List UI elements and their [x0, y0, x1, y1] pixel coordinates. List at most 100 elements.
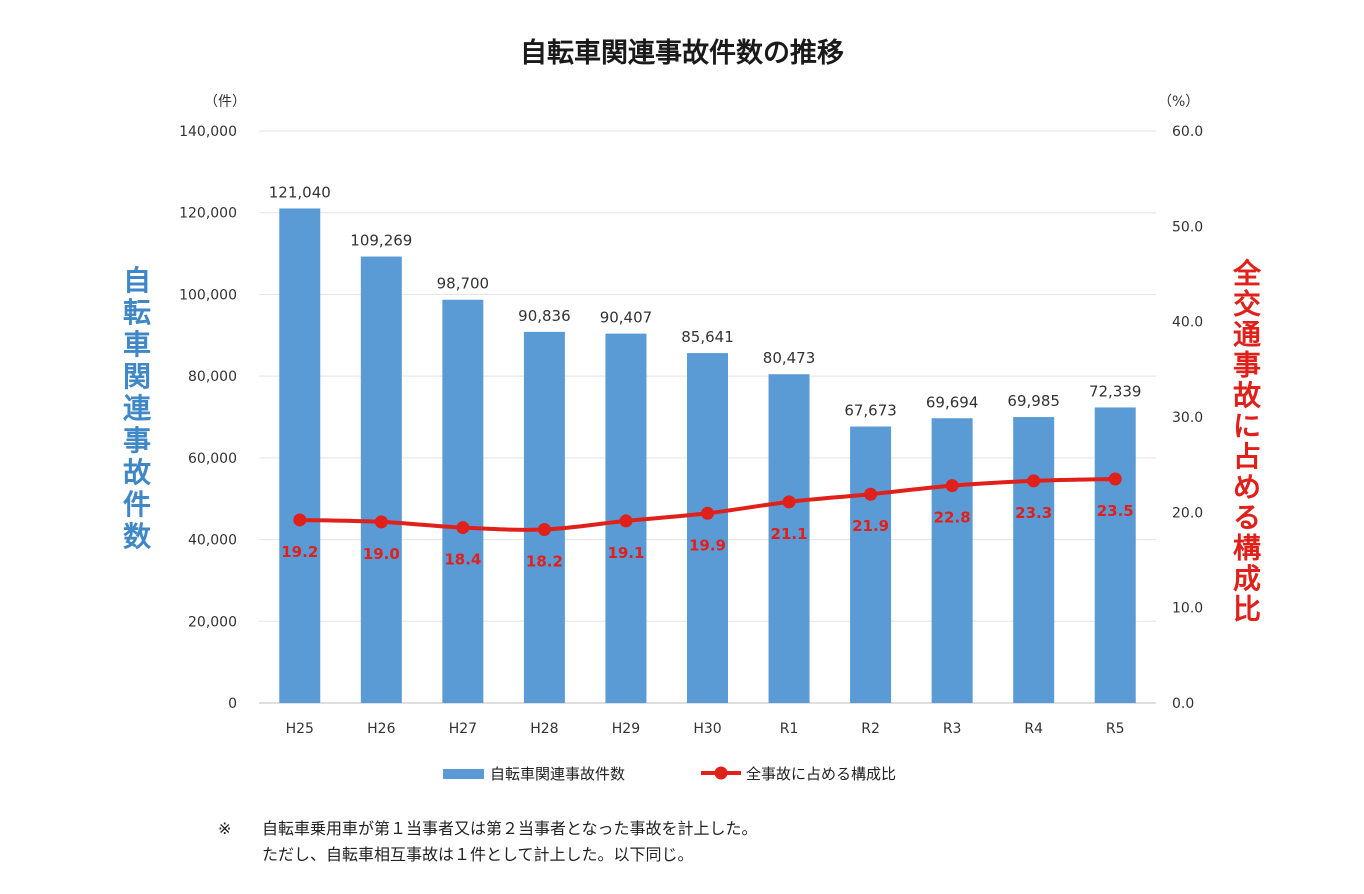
line-point: [782, 495, 796, 509]
y-left-title: 自転車関連事故件数: [123, 264, 152, 553]
line-point: [945, 479, 959, 493]
y-left-ticks: 0 20,000 40,000 60,000 80,000 100,000 120,000 1…: [179, 124, 237, 712]
bar: [523, 331, 565, 703]
x-tick: R1: [780, 721, 799, 737]
line-point: [374, 515, 388, 529]
line-labels: 19.2 19.0 18.4 18.2 19.1 19.9 21.1 21.9 22.8 23.3…: [281, 502, 1133, 571]
line-data-label: 23.3: [1015, 504, 1052, 522]
x-tick: H27: [449, 721, 477, 737]
line-data-label: 19.0: [363, 545, 400, 563]
line-data-label: 19.1: [607, 544, 644, 562]
bar: [850, 426, 892, 703]
legend: 自転車関連事故件数 全事故に占める構成比: [443, 765, 896, 783]
bar: [279, 208, 321, 703]
line-series: [293, 472, 1122, 536]
y-left-title-char: 数: [123, 520, 152, 553]
line-data-label: 19.2: [281, 543, 318, 561]
line-data-label: 21.9: [852, 517, 889, 535]
y-left-tick: 60,000: [188, 451, 237, 467]
x-tick: H28: [530, 721, 558, 737]
y-right-title-char: 比: [1233, 593, 1261, 626]
line-point: [456, 521, 470, 535]
y-right-tick: 60.0: [1172, 124, 1203, 140]
bar-data-label: 98,700: [437, 275, 490, 293]
line-point: [1027, 474, 1041, 488]
legend-line-label: 全事故に占める構成比: [746, 765, 896, 783]
bar-data-label: 69,985: [1007, 392, 1060, 410]
y-left-tick: 140,000: [179, 124, 237, 140]
y-right-title-char: め: [1233, 471, 1261, 504]
x-tick: R2: [861, 721, 880, 737]
bar-data-label: 90,836: [518, 307, 571, 325]
y-right-ticks: 0.0 10.0 20.0 30.0 40.0 50.0 60.0: [1172, 124, 1203, 712]
y-left-title-char: 車: [123, 328, 151, 361]
footnote-mark: ※: [218, 819, 232, 838]
bar-data-label: 72,339: [1089, 382, 1142, 400]
y-left-title-char: 転: [123, 296, 151, 329]
x-tick: H26: [367, 721, 395, 737]
y-left-tick: 0: [228, 696, 237, 712]
x-tick: R4: [1024, 721, 1043, 737]
y-left-unit: （件）: [204, 94, 246, 110]
y-left-title-char: 件: [123, 488, 151, 521]
y-left-tick: 20,000: [188, 614, 237, 630]
x-ticks: H25 H26 H27 H28 H29 H30 R1 R2 R3 R4 R5: [286, 721, 1125, 737]
bar: [1094, 407, 1136, 703]
line-point: [701, 506, 714, 520]
line-data-label: 19.9: [689, 536, 726, 554]
bar-series: [279, 208, 1136, 703]
y-right-tick: 40.0: [1172, 315, 1203, 331]
line-point: [537, 522, 551, 536]
y-left-title-char: 連: [123, 392, 152, 425]
y-right-title-char: 構: [1233, 532, 1261, 565]
y-left-tick: 40,000: [188, 533, 237, 549]
bar-data-label: 109,269: [350, 232, 412, 250]
x-tick: R5: [1106, 721, 1125, 737]
y-right-tick: 50.0: [1172, 219, 1203, 235]
y-right-tick: 10.0: [1172, 601, 1203, 617]
y-right-title-char: 成: [1233, 562, 1261, 595]
x-tick: R3: [943, 721, 962, 737]
y-right-title-char: 事: [1233, 349, 1261, 382]
bar-labels: 121,040 109,269 98,700 90,836 90,407 85,641 80…: [269, 183, 1142, 419]
bar-data-label: 90,407: [600, 309, 653, 327]
bar-data-label: 121,040: [269, 183, 331, 201]
bar-data-label: 69,694: [926, 393, 979, 411]
bar: [687, 353, 728, 703]
bar: [931, 418, 973, 703]
y-right-tick: 30.0: [1172, 410, 1203, 426]
legend-line-marker: [714, 766, 728, 780]
y-right-title-char: 全: [1232, 257, 1262, 290]
y-right-unit: （%）: [1158, 94, 1199, 110]
x-tick: H25: [286, 721, 314, 737]
bar-data-label: 80,473: [763, 349, 816, 367]
y-right-title-char: 通: [1233, 318, 1261, 351]
line-point: [864, 487, 878, 501]
bar-data-label: 67,673: [844, 402, 897, 420]
y-left-tick: 100,000: [179, 287, 237, 303]
line-data-label: 21.1: [771, 525, 808, 543]
x-tick: H30: [693, 721, 721, 737]
footnote-line-2: ただし、自転車相互事故は１件として計上した。以下同じ。: [262, 845, 694, 864]
line-point: [1108, 472, 1122, 486]
y-right-title-char: 交: [1233, 288, 1261, 321]
bar: [768, 374, 810, 703]
line-data-label: 18.4: [444, 551, 481, 569]
chart-title: 自転車関連事故件数の推移: [520, 37, 844, 69]
bar-data-label: 85,641: [681, 328, 734, 346]
line-data-label: 18.2: [526, 552, 563, 570]
y-right-title-char: 占: [1233, 440, 1261, 473]
footnote-line-1: 自転車乗用車が第１当事者又は第２当事者となった事故を計上した。: [262, 819, 758, 838]
bar: [1013, 417, 1055, 703]
y-left-title-char: 事: [123, 424, 151, 457]
y-right-title-char: 故: [1233, 379, 1261, 412]
x-tick: H29: [612, 721, 640, 737]
line-point: [619, 514, 633, 528]
y-right-tick: 0.0: [1172, 696, 1194, 712]
bar: [442, 299, 484, 703]
y-left-tick: 120,000: [179, 206, 237, 222]
y-left-title-char: 関: [123, 360, 151, 393]
line-data-label: 23.5: [1097, 502, 1134, 520]
